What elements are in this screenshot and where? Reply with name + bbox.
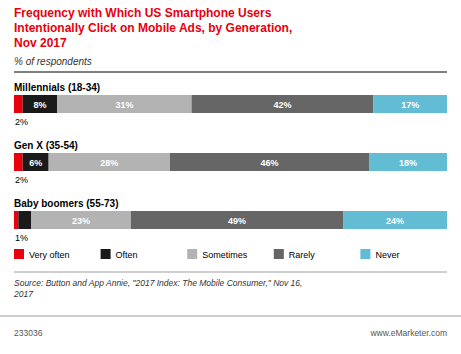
data-label: 8%	[33, 100, 46, 110]
source: Source: Button and App Annie, "2017 Inde…	[13, 278, 302, 299]
subtitle: % of respondents	[14, 56, 92, 67]
data-label: 42%	[273, 100, 291, 110]
bars	[14, 95, 447, 229]
bar-segment	[373, 95, 447, 113]
divider	[14, 272, 447, 273]
background	[0, 0, 461, 354]
category-label: Baby boomers (55-73)	[14, 198, 118, 209]
bar-segment	[23, 95, 58, 113]
footer-left: 233036	[14, 328, 43, 338]
category-label: Millennials (18-34)	[14, 82, 100, 93]
data-label: 23%	[72, 216, 90, 226]
legend: Very often Often Sometimes Rarely Never	[14, 249, 399, 260]
data-label: 18%	[399, 158, 417, 168]
bar-segment	[131, 211, 343, 229]
legend-swatch	[101, 249, 111, 259]
data-label: 6%	[29, 158, 42, 168]
legend-label: Often	[116, 250, 138, 260]
legend-swatch	[274, 249, 284, 259]
legend-swatch	[360, 249, 370, 259]
bar-segment	[49, 153, 170, 171]
footer-right: www.eMarketer.com	[369, 328, 447, 338]
data-label: 28%	[100, 158, 118, 168]
labels: Millennials (18-34) 2% 8% 31% 42% 17% Gen X (3…	[14, 82, 419, 243]
chart: Frequency with Which US Smartphone Users…	[0, 0, 461, 354]
bar-segment	[14, 211, 18, 229]
legend-swatch	[14, 249, 24, 259]
legend-label: Rarely	[289, 250, 316, 260]
data-label: 2%	[15, 117, 28, 127]
bar-segment	[343, 211, 447, 229]
data-label: 31%	[115, 100, 133, 110]
legend-label: Sometimes	[202, 250, 248, 260]
bar-segment	[14, 95, 23, 113]
data-label: 24%	[386, 216, 404, 226]
bar-segment	[23, 153, 49, 171]
bar-segment	[192, 95, 374, 113]
legend-label: Never	[375, 250, 399, 260]
bar-segment	[369, 153, 447, 171]
legend-label: Very often	[29, 250, 70, 260]
data-label: 2%	[15, 175, 28, 185]
footer-line	[0, 316, 461, 317]
data-label: 17%	[401, 100, 419, 110]
bar-segment	[170, 153, 369, 171]
bar-segment	[18, 211, 31, 229]
category-label: Gen X (35-54)	[14, 140, 78, 151]
divider	[14, 72, 447, 73]
bar-segment	[14, 153, 23, 171]
title: Frequency with Which US Smartphone Users…	[14, 6, 292, 50]
data-label: 49%	[228, 216, 246, 226]
bar-segment	[31, 211, 131, 229]
legend-swatch	[187, 249, 197, 259]
data-label: 46%	[260, 158, 278, 168]
bar-segment	[57, 95, 191, 113]
data-label: 1%	[15, 233, 28, 243]
